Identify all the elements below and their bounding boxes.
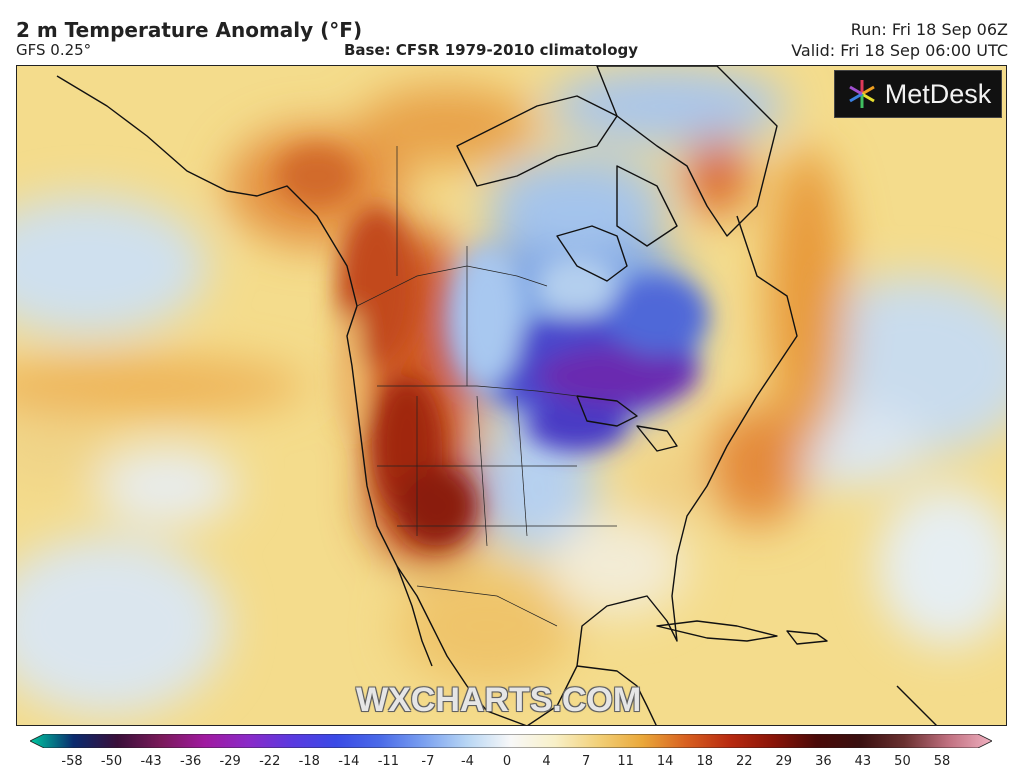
chart-header: 2 m Temperature Anomaly (°F) GFS 0.25° B…	[0, 0, 1024, 64]
legend-tick-label: -18	[298, 754, 320, 769]
anomaly-map-svg	[17, 66, 1006, 725]
legend-tick-label: -29	[219, 754, 241, 769]
legend-tick-label: 58	[933, 754, 951, 769]
legend-tick-label: -58	[61, 754, 83, 769]
chart-title: 2 m Temperature Anomaly (°F)	[16, 18, 363, 42]
legend-colorbar	[30, 734, 992, 748]
legend-tick-label: 14	[656, 754, 674, 769]
base-label: Base: CFSR 1979-2010 climatology	[344, 41, 639, 59]
legend-tick-label: 22	[735, 754, 753, 769]
model-label: GFS 0.25°	[16, 41, 92, 59]
flower-icon	[848, 80, 875, 108]
legend-tick-label: 7	[581, 754, 591, 769]
legend-tick-label: 36	[815, 754, 832, 769]
watermark: WXCHARTS.COM	[356, 681, 642, 719]
legend-tick-label: 18	[696, 754, 713, 769]
borders	[356, 146, 617, 627]
legend-tick-label: -11	[377, 754, 399, 769]
coastlines	[56, 66, 937, 725]
metdesk-logo: MetDesk	[834, 70, 1002, 118]
legend-tick-label: 0	[502, 754, 512, 769]
legend-tick-label: -22	[259, 754, 281, 769]
map: MetDesk WXCHARTS.COM	[16, 65, 1007, 726]
legend-tick-label: -43	[140, 754, 162, 769]
legend-tick-label: 43	[854, 754, 872, 769]
run-label: Run: Fri 18 Sep 06Z	[850, 20, 1008, 39]
legend-ticks: -58 -50 -43 -36 -29 -22 -18 -14 -11 -7 -4 0 4 7 11 14 18…	[0, 754, 1024, 776]
legend-tick-label: 11	[617, 754, 634, 769]
legend-tick-label: 4	[542, 754, 551, 769]
legend-tick-label: 50	[894, 754, 911, 769]
valid-label: Valid: Fri 18 Sep 06:00 UTC	[791, 41, 1008, 60]
legend-tick-label: -36	[180, 754, 202, 769]
legend-tick-label: 29	[775, 754, 793, 769]
logo-text: MetDesk	[884, 78, 992, 109]
legend-tick-label: -14	[338, 754, 360, 769]
legend-tick-label: -50	[100, 754, 123, 769]
legend-tick-label: -7	[421, 754, 435, 769]
legend-tick-label: -4	[460, 754, 474, 769]
